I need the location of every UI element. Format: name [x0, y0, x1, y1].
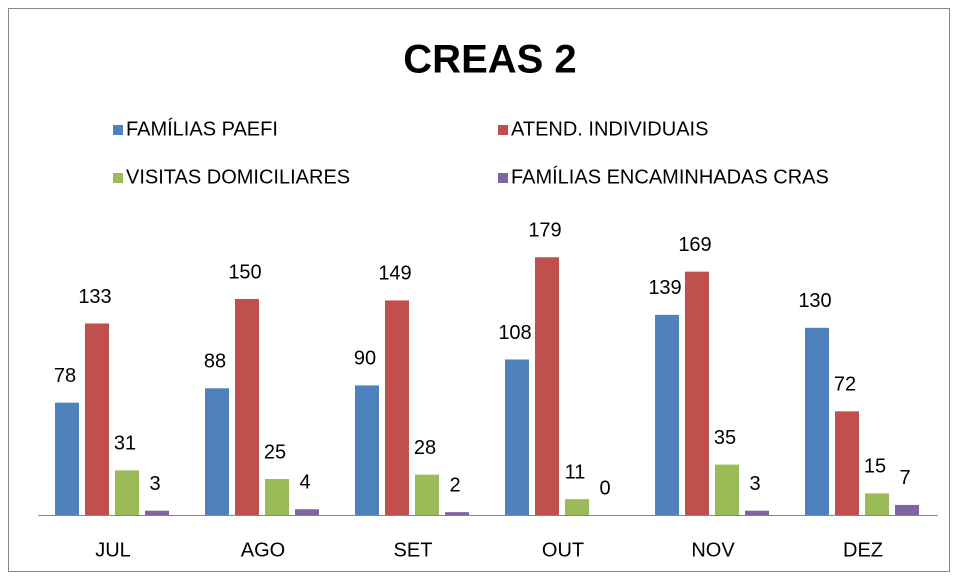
bar	[535, 257, 559, 515]
data-label: 150	[228, 261, 261, 283]
bar	[505, 359, 529, 515]
x-tick-label: JUL	[95, 539, 131, 561]
data-label: 169	[678, 234, 711, 256]
data-label: 35	[714, 427, 736, 449]
x-tick-label: SET	[394, 539, 433, 561]
data-label: 90	[354, 348, 376, 370]
bar	[445, 512, 469, 515]
bar	[685, 271, 709, 515]
bar	[565, 499, 589, 515]
data-label: 15	[864, 456, 886, 478]
data-label: 25	[264, 441, 286, 463]
data-label: 31	[114, 433, 136, 455]
data-label: 28	[414, 437, 436, 459]
data-label: 149	[378, 263, 411, 285]
data-label: 88	[204, 351, 226, 373]
data-label: 78	[54, 365, 76, 387]
bar	[205, 388, 229, 515]
bar	[85, 323, 109, 515]
bar	[835, 411, 859, 515]
bar	[295, 509, 319, 515]
data-label: 11	[565, 461, 586, 483]
bar	[235, 299, 259, 515]
legend-swatch	[113, 173, 123, 183]
bar	[115, 470, 139, 515]
data-label: 3	[749, 473, 760, 495]
data-label: 133	[78, 286, 111, 308]
bar	[265, 479, 289, 515]
bar	[145, 510, 169, 515]
legend-label: ATEND. INDIVIDUAIS	[511, 118, 708, 140]
x-tick-label: DEZ	[843, 539, 883, 561]
bar	[655, 314, 679, 515]
data-label: 0	[599, 477, 610, 499]
data-label: 108	[498, 322, 531, 344]
data-label: 7	[899, 467, 910, 489]
chart-border	[8, 8, 950, 572]
data-label: 2	[449, 474, 460, 496]
legend-swatch	[498, 125, 508, 135]
legend-label: FAMÍLIAS ENCAMINHADAS CRAS	[511, 165, 829, 188]
bar	[745, 510, 769, 515]
data-label: 3	[149, 473, 160, 495]
chart-title: CREAS 2	[403, 38, 576, 82]
bar	[355, 385, 379, 515]
bar	[385, 300, 409, 515]
legend-label: VISITAS DOMICILIARES	[126, 166, 350, 188]
bar	[715, 464, 739, 515]
data-label: 139	[648, 277, 681, 299]
x-tick-label: AGO	[241, 539, 285, 561]
data-label: 72	[834, 374, 856, 396]
legend-label: FAMÍLIAS PAEFI	[126, 117, 278, 140]
bar	[805, 327, 829, 515]
legend-swatch	[113, 125, 123, 135]
x-tick-label: NOV	[691, 539, 735, 561]
x-tick-label: OUT	[542, 539, 584, 561]
data-label: 4	[299, 472, 310, 494]
bar	[895, 504, 919, 515]
data-label: 179	[528, 220, 561, 242]
bar	[865, 493, 889, 515]
bar	[55, 402, 79, 515]
bar	[415, 474, 439, 515]
legend-swatch	[498, 173, 508, 183]
data-label: 130	[798, 290, 831, 312]
